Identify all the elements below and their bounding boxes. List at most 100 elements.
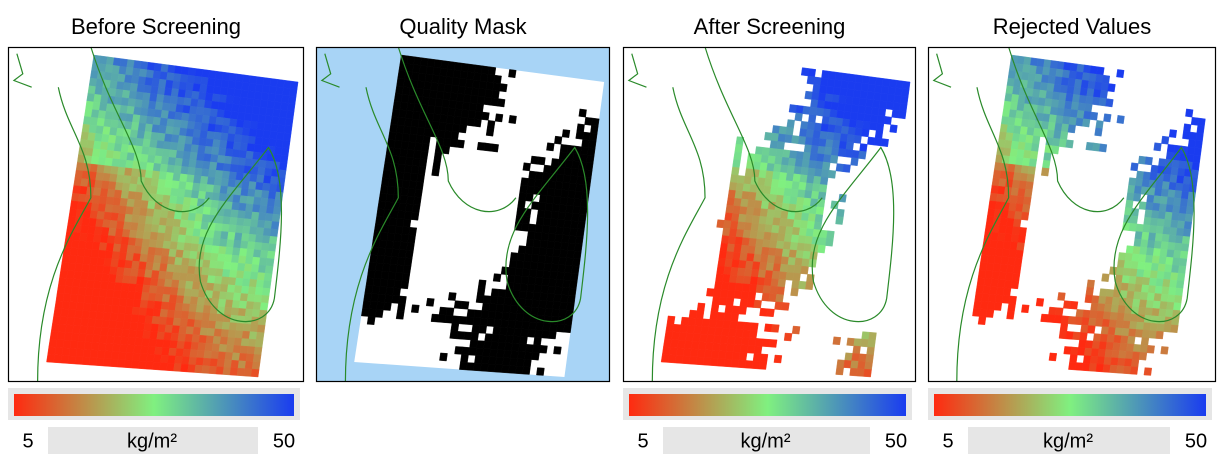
map-cell	[220, 284, 228, 292]
map-cell	[92, 242, 100, 250]
map-cell	[261, 295, 269, 303]
map-cell	[419, 159, 427, 167]
map-cell	[81, 179, 89, 187]
map-cell	[801, 266, 809, 274]
map-cell	[785, 181, 793, 189]
map-cell	[773, 264, 781, 272]
map-cell	[541, 233, 549, 241]
map-cell	[139, 353, 147, 361]
map-cell	[431, 82, 439, 91]
map-cell	[218, 148, 226, 156]
map-cell	[131, 169, 139, 177]
map-cell	[858, 151, 866, 159]
map-cell	[880, 93, 888, 101]
map-cell	[176, 296, 184, 304]
map-cell	[1105, 350, 1113, 358]
map-cell	[84, 295, 92, 303]
map-cell	[471, 88, 479, 96]
map-cell	[869, 332, 877, 340]
map-cell	[493, 327, 501, 335]
map-cell	[385, 202, 393, 210]
map-cell	[1164, 219, 1172, 227]
map-cell	[1063, 301, 1071, 309]
map-cell	[547, 188, 555, 196]
map-cell	[1005, 272, 1013, 280]
map-cell	[573, 251, 581, 259]
map-cell	[825, 94, 833, 102]
map-cell	[229, 172, 237, 180]
map-cell	[189, 160, 197, 168]
map-cell	[1145, 255, 1153, 263]
map-cell	[222, 224, 230, 232]
map-cell	[812, 92, 820, 100]
map-cell	[459, 316, 467, 324]
map-cell	[371, 294, 379, 302]
map-cell	[745, 360, 753, 368]
map-cell	[522, 367, 530, 375]
map-cell	[134, 200, 142, 208]
map-cell	[553, 346, 561, 354]
map-cell	[1010, 102, 1018, 111]
map-cell	[256, 280, 264, 288]
map-cell	[168, 356, 176, 364]
map-cell	[526, 344, 534, 352]
map-cell	[106, 150, 114, 158]
map-cell	[405, 204, 413, 212]
map-cell	[1044, 153, 1052, 161]
map-cell	[589, 133, 597, 141]
map-cell	[434, 60, 442, 69]
map-cell	[817, 199, 825, 207]
map-cell	[151, 270, 159, 278]
map-cell	[462, 347, 470, 355]
map-cell	[97, 118, 105, 127]
map-cell	[1110, 312, 1118, 320]
map-cell	[137, 223, 145, 231]
map-cell	[1026, 182, 1034, 190]
map-cell	[267, 199, 275, 207]
map-cell	[139, 308, 147, 316]
map-cell	[551, 211, 559, 219]
map-cell	[536, 270, 544, 278]
map-cell	[172, 127, 180, 135]
map-cell	[101, 134, 109, 142]
map-cell	[1038, 98, 1046, 107]
map-cell	[515, 321, 523, 329]
map-cell	[140, 208, 148, 216]
map-cell	[1066, 331, 1074, 339]
map-cell	[146, 308, 154, 316]
map-cell	[1018, 235, 1026, 243]
map-cell	[1164, 272, 1172, 280]
map-cell	[172, 326, 180, 334]
map-cell	[409, 181, 417, 189]
map-cell	[495, 357, 503, 365]
map-cell	[131, 269, 139, 277]
map-cell	[1016, 204, 1024, 212]
map-cell	[85, 241, 93, 249]
map-cell	[865, 362, 873, 370]
map-cell	[111, 305, 119, 313]
map-cell	[79, 186, 87, 194]
map-cell	[1069, 71, 1077, 79]
map-cell	[248, 234, 256, 242]
map-cell	[780, 264, 788, 272]
map-cell	[1027, 127, 1035, 136]
map-cell	[91, 296, 99, 304]
map-cell	[536, 217, 544, 225]
map-cell	[1069, 117, 1077, 125]
map-cell	[102, 320, 110, 328]
map-cell	[111, 120, 119, 128]
map-cell	[86, 234, 94, 242]
map-cell	[1167, 144, 1175, 152]
map-cell	[169, 150, 177, 158]
map-cell	[1124, 359, 1132, 367]
map-cell	[1178, 266, 1186, 274]
map-cell	[232, 300, 240, 308]
map-cell	[546, 248, 554, 256]
map-cell	[473, 73, 481, 81]
map-cell	[275, 192, 283, 200]
map-cell	[771, 279, 779, 287]
map-cell	[127, 291, 135, 299]
map-cell	[144, 131, 152, 139]
map-cell	[144, 323, 152, 331]
map-cell	[1070, 301, 1078, 309]
